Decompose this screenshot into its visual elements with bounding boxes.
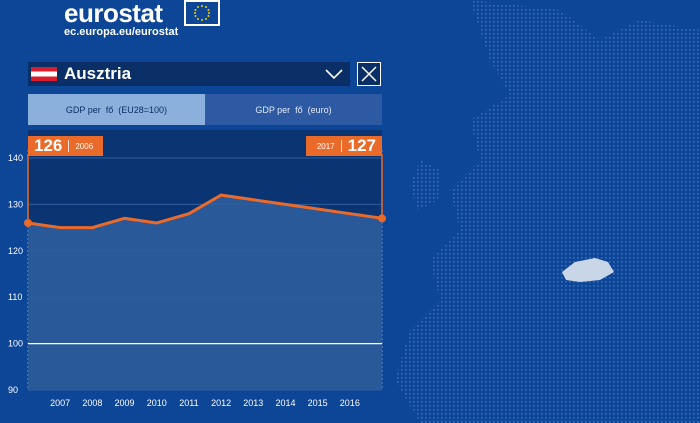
end-year: 2017 <box>316 141 335 151</box>
austria-flag-icon <box>31 67 57 81</box>
y-tick-label: 90 <box>8 385 18 395</box>
area-fill <box>28 195 382 390</box>
close-button[interactable] <box>357 62 381 86</box>
tab-gdp-euro[interactable]: GDP per fő (euro) <box>205 94 382 125</box>
x-tick-label: 2015 <box>308 398 328 408</box>
close-icon <box>361 66 377 82</box>
y-tick-label: 120 <box>8 246 23 256</box>
eu-flag-icon <box>184 0 220 26</box>
start-year: 2006 <box>75 141 94 151</box>
logo-wordmark: eurostat <box>64 0 163 28</box>
x-tick-label: 2010 <box>147 398 167 408</box>
y-tick-label: 130 <box>8 199 23 209</box>
y-tick-label: 100 <box>8 339 23 349</box>
x-tick-label: 2007 <box>50 398 70 408</box>
end-point <box>378 214 386 223</box>
x-tick-label: 2013 <box>243 398 263 408</box>
austria-highlight <box>562 258 614 282</box>
start-value: 126 <box>34 136 63 155</box>
badge-divider <box>340 140 342 152</box>
series-line <box>27 193 383 230</box>
logo-url: ec.europa.eu/eurostat <box>64 26 179 38</box>
country-dropdown[interactable]: Ausztria <box>28 62 350 86</box>
chevron-down-icon <box>325 69 343 80</box>
start-value-badge: 126 2006 <box>28 136 103 156</box>
eurostat-logo[interactable]: eurostat ec.europa.eu/eurostat <box>64 0 178 38</box>
x-tick-label: 2011 <box>179 398 198 408</box>
x-tick-label: 2016 <box>340 398 360 408</box>
x-tick-label: 2008 <box>82 398 102 408</box>
gdp-line-chart: 90 100 110 120 130 140 2007 2008 2009 2010 2011 201… <box>8 130 386 408</box>
badge-divider <box>68 140 70 152</box>
y-tick-label: 140 <box>8 153 23 163</box>
end-value: 127 <box>347 136 376 155</box>
end-value-badge: 2017 127 <box>306 136 382 156</box>
country-name: Ausztria <box>64 64 132 83</box>
x-tick-label: 2014 <box>275 398 295 408</box>
x-tick-label: 2012 <box>211 398 231 408</box>
tab-gdp-index[interactable]: GDP per fő (EU28=100) <box>28 94 205 125</box>
y-tick-label: 110 <box>8 292 22 302</box>
x-tick-label: 2009 <box>115 398 135 408</box>
